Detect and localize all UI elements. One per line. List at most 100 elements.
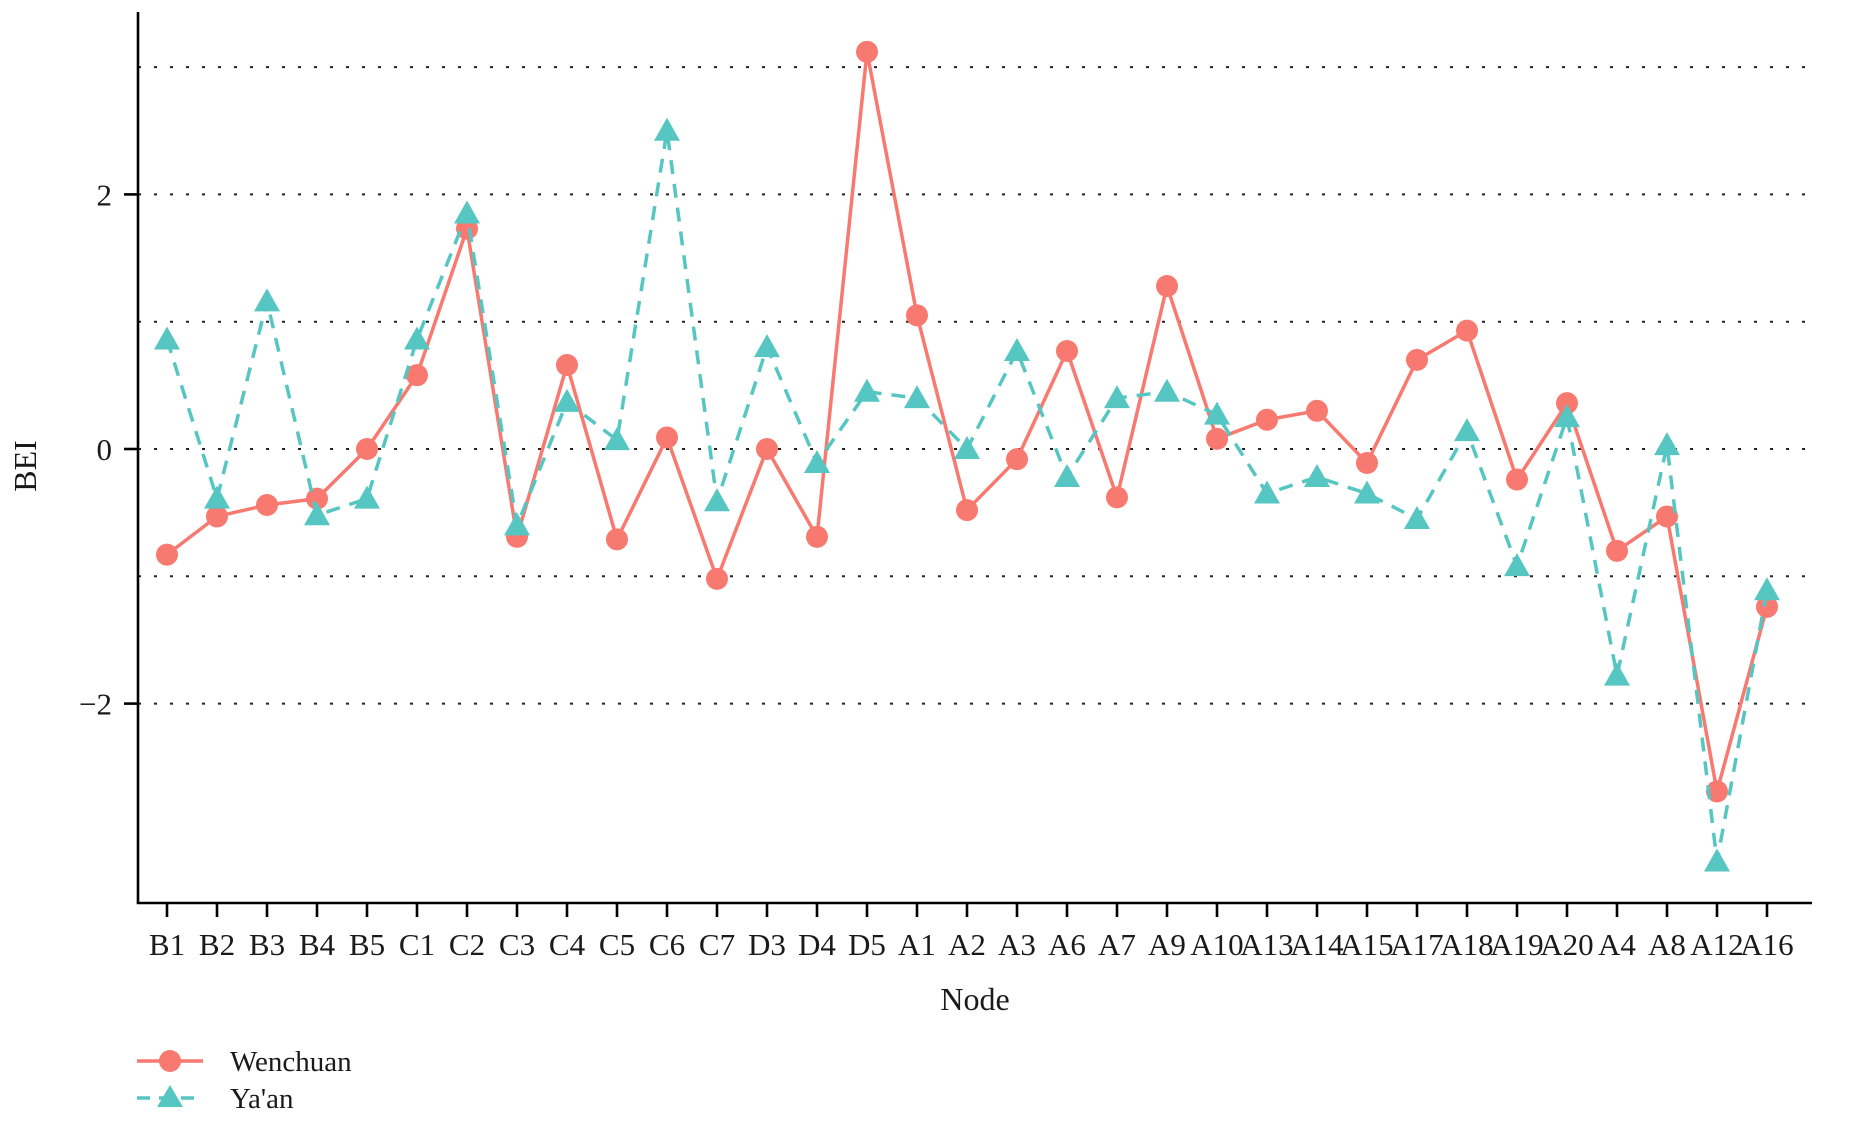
data-point-yaan-C3 [504,512,530,536]
data-point-wenchuan-A1 [906,304,928,327]
data-point-yaan-B1 [154,326,180,350]
x-tick-label: A6 [1048,927,1086,962]
gridlines [138,66,1812,705]
x-tick-label: A19 [1490,927,1543,962]
data-point-wenchuan-A16 [1756,595,1778,618]
data-point-wenchuan-B4 [306,487,328,510]
data-point-yaan-A12 [1704,848,1730,872]
data-point-yaan-C7 [704,488,730,512]
x-tick-label: C5 [599,927,635,962]
x-tick-label: A10 [1190,927,1243,962]
data-point-wenchuan-A17 [1406,348,1428,371]
y-tick-label: 0 [97,432,113,467]
x-tick-label: C4 [549,927,586,962]
data-point-wenchuan-D4 [806,525,828,548]
data-point-wenchuan-C4 [556,353,578,376]
data-point-yaan-A13 [1254,480,1280,504]
data-series-layer [154,40,1780,872]
x-tick-label: C2 [449,927,485,962]
data-point-yaan-A7 [1104,385,1130,409]
y-axis-title: BEI [7,440,43,492]
data-point-wenchuan-B5 [356,438,378,460]
x-tick-label: B1 [149,927,185,962]
data-point-yaan-D5 [854,378,880,402]
x-tick-label: A1 [898,927,936,962]
x-tick-label: B5 [349,927,385,962]
x-tick-label: A16 [1740,927,1793,962]
data-point-yaan-A6 [1054,464,1080,488]
data-point-wenchuan-A15 [1356,452,1378,475]
x-tick-label: D4 [798,927,836,962]
x-tick-label: B4 [299,927,336,962]
x-tick-label: A20 [1540,927,1593,962]
series-line-wenchuan [165,50,1769,794]
data-point-yaan-A15 [1354,480,1380,504]
data-point-wenchuan-C5 [606,528,628,551]
data-point-wenchuan-A18 [1456,319,1478,342]
x-tick-label: C1 [399,927,435,962]
data-point-yaan-A3 [1004,337,1030,361]
data-point-wenchuan-A6 [1056,339,1078,362]
data-point-wenchuan-A3 [1006,448,1028,471]
legend: Wenchuan Ya'an [137,1046,352,1115]
data-point-wenchuan-A12 [1706,780,1728,803]
x-tick-label: C7 [699,927,735,962]
data-point-wenchuan-A13 [1256,408,1278,431]
x-tick-label: D3 [748,927,786,962]
data-point-yaan-B4 [304,502,330,526]
series-line-yaan [165,129,1769,864]
data-point-yaan-A17 [1404,506,1430,530]
data-point-yaan-A4 [1604,662,1630,686]
data-point-yaan-A2 [954,436,980,459]
data-point-yaan-D4 [804,450,830,474]
data-point-yaan-C1 [404,326,430,350]
x-axis-title: Node [940,981,1009,1017]
data-point-yaan-D3 [754,334,780,358]
data-point-wenchuan-B3 [256,494,278,517]
data-point-yaan-A18 [1454,418,1480,442]
legend-marker-yaan-triangle-icon [157,1085,183,1107]
x-tick-label: A15 [1340,927,1393,962]
data-point-yaan-A1 [904,385,930,409]
data-point-wenchuan-A19 [1506,468,1528,491]
data-point-yaan-C6 [654,117,680,141]
data-point-yaan-A9 [1154,378,1180,402]
data-point-wenchuan-C1 [406,364,428,387]
data-point-wenchuan-A14 [1306,399,1328,422]
data-point-yaan-A10 [1204,401,1230,425]
x-tick-label: A2 [948,927,986,962]
data-point-yaan-B3 [254,288,280,312]
data-point-wenchuan-C7 [706,567,728,590]
y-tick-label: −2 [79,687,112,722]
tick-marks-and-labels: 2 0 −2 B1 B2 B3 B4 B5 C1 C2 C3 C4 C5 C6 C7 D3 D4 D5 A1 A2 A3… [79,177,1794,962]
x-tick-label: A9 [1148,927,1186,962]
data-point-yaan-B5 [354,485,380,509]
data-point-yaan-A16 [1754,577,1780,601]
data-point-wenchuan-B2 [206,505,228,528]
x-tick-label: A3 [998,927,1036,962]
data-point-wenchuan-B1 [156,543,178,566]
x-tick-label: A13 [1240,927,1293,962]
x-tick-label: A17 [1390,927,1443,962]
data-point-yaan-B2 [204,485,230,509]
x-tick-label: A14 [1290,927,1344,962]
data-point-wenchuan-A2 [956,499,978,522]
data-point-yaan-C5 [604,427,630,451]
x-tick-label: C3 [499,927,535,962]
data-point-wenchuan-A8 [1656,505,1678,528]
x-tick-label: A8 [1648,927,1686,962]
x-tick-label: A7 [1098,927,1136,962]
data-point-yaan-A8 [1654,432,1680,456]
data-point-yaan-C2 [454,200,480,224]
data-point-yaan-A20 [1554,404,1580,428]
x-tick-label: C6 [649,927,685,962]
data-point-yaan-C4 [554,388,580,412]
data-point-yaan-A19 [1504,553,1530,577]
data-point-wenchuan-C6 [656,426,678,449]
legend-label-yaan: Ya'an [230,1083,294,1115]
x-tick-label: A18 [1440,927,1493,962]
legend-label-wenchuan: Wenchuan [230,1046,352,1078]
data-point-wenchuan-A20 [1556,392,1578,415]
x-tick-label: A4 [1598,927,1636,962]
